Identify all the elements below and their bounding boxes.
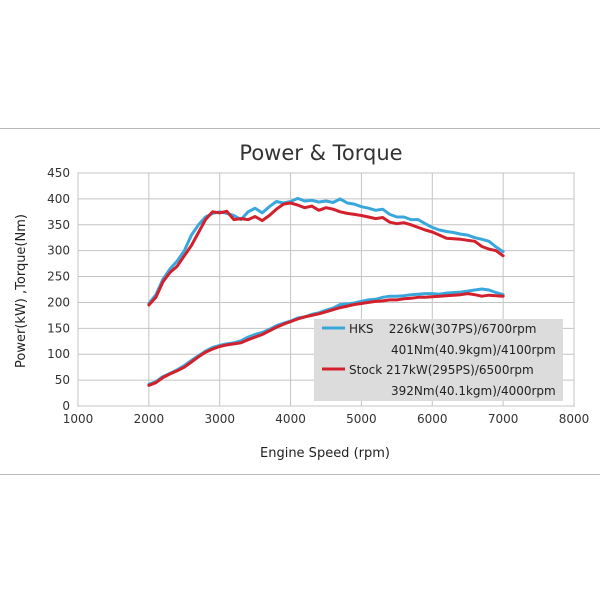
y-tick-label: 50 (55, 373, 70, 387)
x-tick-label: 5000 (346, 412, 377, 426)
x-tick-label: 7000 (488, 412, 519, 426)
y-tick-label: 300 (47, 244, 70, 258)
series-line-stock-power (147, 292, 505, 387)
x-tick-label: 6000 (417, 412, 448, 426)
series-lines (147, 196, 505, 387)
y-tick-label: 250 (47, 270, 70, 284)
y-tick-label: 450 (47, 166, 70, 180)
chart-panel: Power & Torque 1000 2000 3000 4000 5000 6000 7… (0, 128, 600, 475)
y-tick-label: 400 (47, 192, 70, 206)
y-tick-label: 200 (47, 295, 70, 309)
legend-hks-line-2: 401Nm(40.9kgm)/4100rpm (391, 343, 556, 357)
x-tick-label: 1000 (63, 412, 94, 426)
y-axis-title: Power(kW) ,Torque(Nm) (14, 214, 29, 368)
tick-labels: 1000 2000 3000 4000 5000 6000 7000 8000 0 50 100 15… (47, 166, 589, 426)
legend-hks-line-1: HKS 226kW(307PS)/6700rpm (349, 322, 536, 336)
legend-stock-line-1: Stock 217kW(295PS)/6500rpm (349, 363, 534, 377)
x-tick-label: 8000 (559, 412, 590, 426)
legend-stock-line-2: 392Nm(40.1kgm)/4000rpm (391, 384, 556, 398)
y-tick-label: 150 (47, 321, 70, 335)
y-tick-label: 100 (47, 347, 70, 361)
chart-title: Power & Torque (239, 141, 402, 165)
y-tick-label: 350 (47, 218, 70, 232)
y-tick-label: 0 (62, 399, 70, 413)
x-tick-label: 2000 (134, 412, 165, 426)
x-axis-title: Engine Speed (rpm) (260, 446, 390, 461)
legend: HKS 226kW(307PS)/6700rpm 401Nm(40.9kgm)/… (314, 319, 563, 401)
x-tick-label: 4000 (275, 412, 306, 426)
legend-box (314, 319, 563, 401)
power-torque-chart: Power & Torque 1000 2000 3000 4000 5000 6000 7… (14, 141, 589, 461)
x-tick-label: 3000 (204, 412, 235, 426)
series-line-stock-torque (147, 201, 505, 307)
